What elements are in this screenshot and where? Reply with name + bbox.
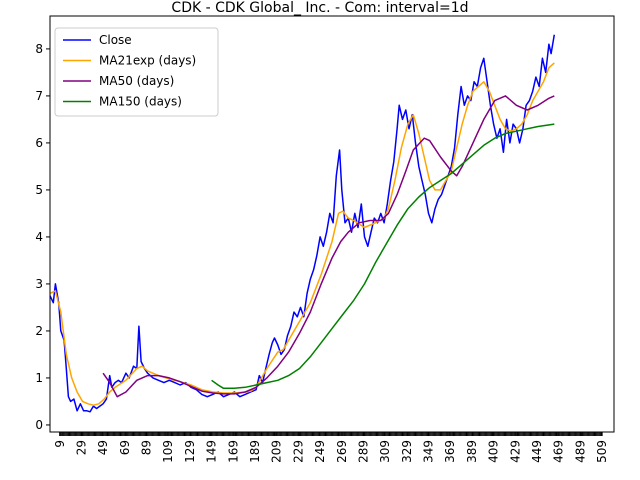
y-tick-label: 4 xyxy=(35,230,43,244)
y-tick-label: 1 xyxy=(35,371,43,385)
legend-label-1: MA21exp (days) xyxy=(99,54,196,68)
series-layer xyxy=(49,34,556,413)
y-tick-label: 3 xyxy=(35,277,43,291)
x-tick-label: 469 xyxy=(552,440,566,463)
y-tick-label: 2 xyxy=(35,324,43,338)
legend-box xyxy=(54,27,219,117)
y-tick-label: 8 xyxy=(35,42,43,56)
series-line-0 xyxy=(49,34,556,413)
x-tick-label: 89 xyxy=(140,440,154,455)
x-tick-label: 489 xyxy=(573,440,587,463)
x-tick-label: 129 xyxy=(183,440,197,463)
x-tick-label: 29 xyxy=(74,440,88,455)
x-tick-label: 9 xyxy=(53,440,67,448)
x-tick-label: 369 xyxy=(443,440,457,463)
x-tick-label: 169 xyxy=(226,440,240,463)
x-tick-label: 249 xyxy=(313,440,327,463)
y-tick-label: 7 xyxy=(35,89,43,103)
chart-title: CDK - CDK Global_ Inc. - Com: interval=1… xyxy=(171,0,468,16)
x-tick-label: 309 xyxy=(378,440,392,463)
x-tick-label: 429 xyxy=(508,440,522,463)
series-line-3 xyxy=(211,123,555,390)
legend: Close MA21exp (days) MA50 (days) MA150 (day… xyxy=(54,27,219,117)
x-tick-label: 409 xyxy=(487,440,501,463)
x-tick-label: 149 xyxy=(205,440,219,463)
series-line-2 xyxy=(102,95,555,398)
y-tick-label: 0 xyxy=(35,418,43,432)
x-tick-label: 349 xyxy=(422,440,436,463)
x-tick-label: 449 xyxy=(530,440,544,463)
legend-label-2: MA50 (days) xyxy=(99,74,174,88)
y-tick-label: 6 xyxy=(35,136,43,150)
x-tick-label: 189 xyxy=(248,440,262,463)
axes-layer: 9 29 49 69 89 109 129 149 169 189 209 229 249 269 289 3… xyxy=(35,15,615,463)
y-tick-label: 5 xyxy=(35,183,43,197)
x-tick-label: 289 xyxy=(356,440,370,463)
x-tick-label: 69 xyxy=(118,440,132,455)
x-tick-label: 509 xyxy=(595,440,609,463)
x-tick-label: 49 xyxy=(96,440,110,455)
x-tick-label: 109 xyxy=(161,440,175,463)
x-tick-label: 389 xyxy=(465,440,479,463)
legend-label-3: MA150 (days) xyxy=(99,95,182,109)
series-line-1 xyxy=(49,62,555,406)
x-tick-label: 269 xyxy=(335,440,349,463)
x-tick-label: 209 xyxy=(270,440,284,463)
legend-label-0: Close xyxy=(99,33,132,47)
x-tick-label: 329 xyxy=(400,440,414,463)
x-tick-label: 229 xyxy=(291,440,305,463)
